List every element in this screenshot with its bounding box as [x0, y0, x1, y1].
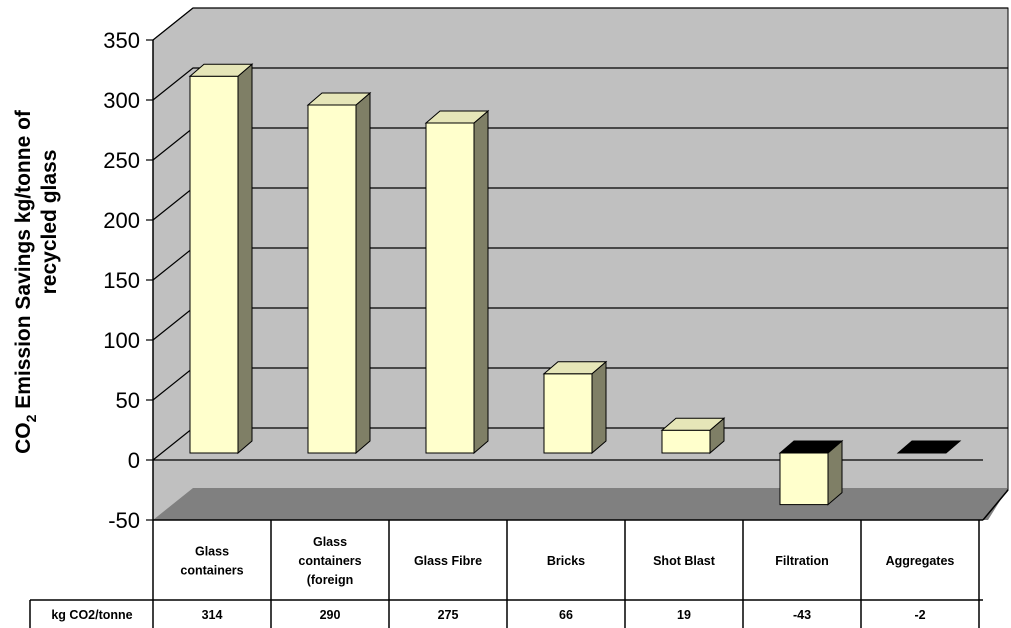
- bar: [778, 439, 844, 506]
- bar-front: [307, 104, 357, 454]
- y-tick-label: 50: [116, 388, 140, 413]
- y-axis-label-line2: recycled glass: [38, 150, 61, 295]
- category-label: Glass: [195, 545, 229, 559]
- y-tick-label: -50: [108, 508, 140, 533]
- bar-front: [661, 429, 711, 454]
- category-label: Bricks: [547, 554, 585, 568]
- bar-top: [896, 440, 962, 454]
- category-label: Shot Blast: [653, 554, 716, 568]
- category-label: Glass Fibre: [414, 554, 482, 568]
- bar: [306, 91, 372, 455]
- bar: [660, 417, 726, 455]
- category-label: containers: [298, 554, 361, 568]
- y-tick-label: 100: [103, 328, 140, 353]
- category-label: containers: [180, 564, 243, 578]
- bars: [188, 63, 962, 506]
- bar-side: [355, 91, 371, 455]
- category-label: Aggregates: [886, 554, 955, 568]
- gridline: [152, 7, 1008, 41]
- bar-side: [473, 109, 489, 455]
- bar: [896, 440, 962, 454]
- bar-front: [425, 122, 475, 454]
- category-label: (foreign: [307, 573, 354, 587]
- bar-front: [543, 373, 593, 454]
- y-axis-label: CO2 Emission Savings kg/tonne of: [12, 109, 39, 454]
- plot-floor: [153, 488, 1008, 520]
- y-axis-label-subscript: 2: [23, 414, 39, 422]
- table-row-label: kg CO2/tonne: [51, 608, 132, 622]
- bar-side: [591, 360, 607, 455]
- category-label: Filtration: [775, 554, 828, 568]
- gridline: [152, 67, 1008, 101]
- table-value: 314: [202, 608, 223, 622]
- y-tick-label: 250: [103, 148, 140, 173]
- bar: [424, 109, 490, 455]
- bar-side: [237, 63, 253, 455]
- bar-top: [660, 417, 726, 431]
- table-value: -43: [793, 608, 811, 622]
- bar-side: [827, 439, 843, 506]
- bar-top: [542, 361, 608, 375]
- table-value: 19: [677, 608, 691, 622]
- bar-front: [189, 75, 239, 454]
- bar: [188, 63, 254, 455]
- bar-top: [424, 110, 490, 124]
- bar-front: [779, 452, 829, 506]
- y-tick-label: 300: [103, 88, 140, 113]
- table-value: -2: [914, 608, 925, 622]
- table-rule: [982, 489, 1009, 521]
- category-label: Glass: [313, 535, 347, 549]
- table-value: 66: [559, 608, 573, 622]
- y-axis-ticks: 350 300 250 200 150 100 50 0 -50: [103, 28, 140, 533]
- y-tick-label: 200: [103, 208, 140, 233]
- table-value: 275: [438, 608, 459, 622]
- table-value: 290: [320, 608, 341, 622]
- y-tick-label: 150: [103, 268, 140, 293]
- y-tick-label: 0: [128, 448, 140, 473]
- data-table: kg CO2/tonne Glass containers 314 Glass conta…: [29, 489, 1009, 628]
- bar-top: [306, 92, 372, 106]
- bar-top: [188, 63, 254, 77]
- y-tick-label: 350: [103, 28, 140, 53]
- bar: [542, 360, 608, 455]
